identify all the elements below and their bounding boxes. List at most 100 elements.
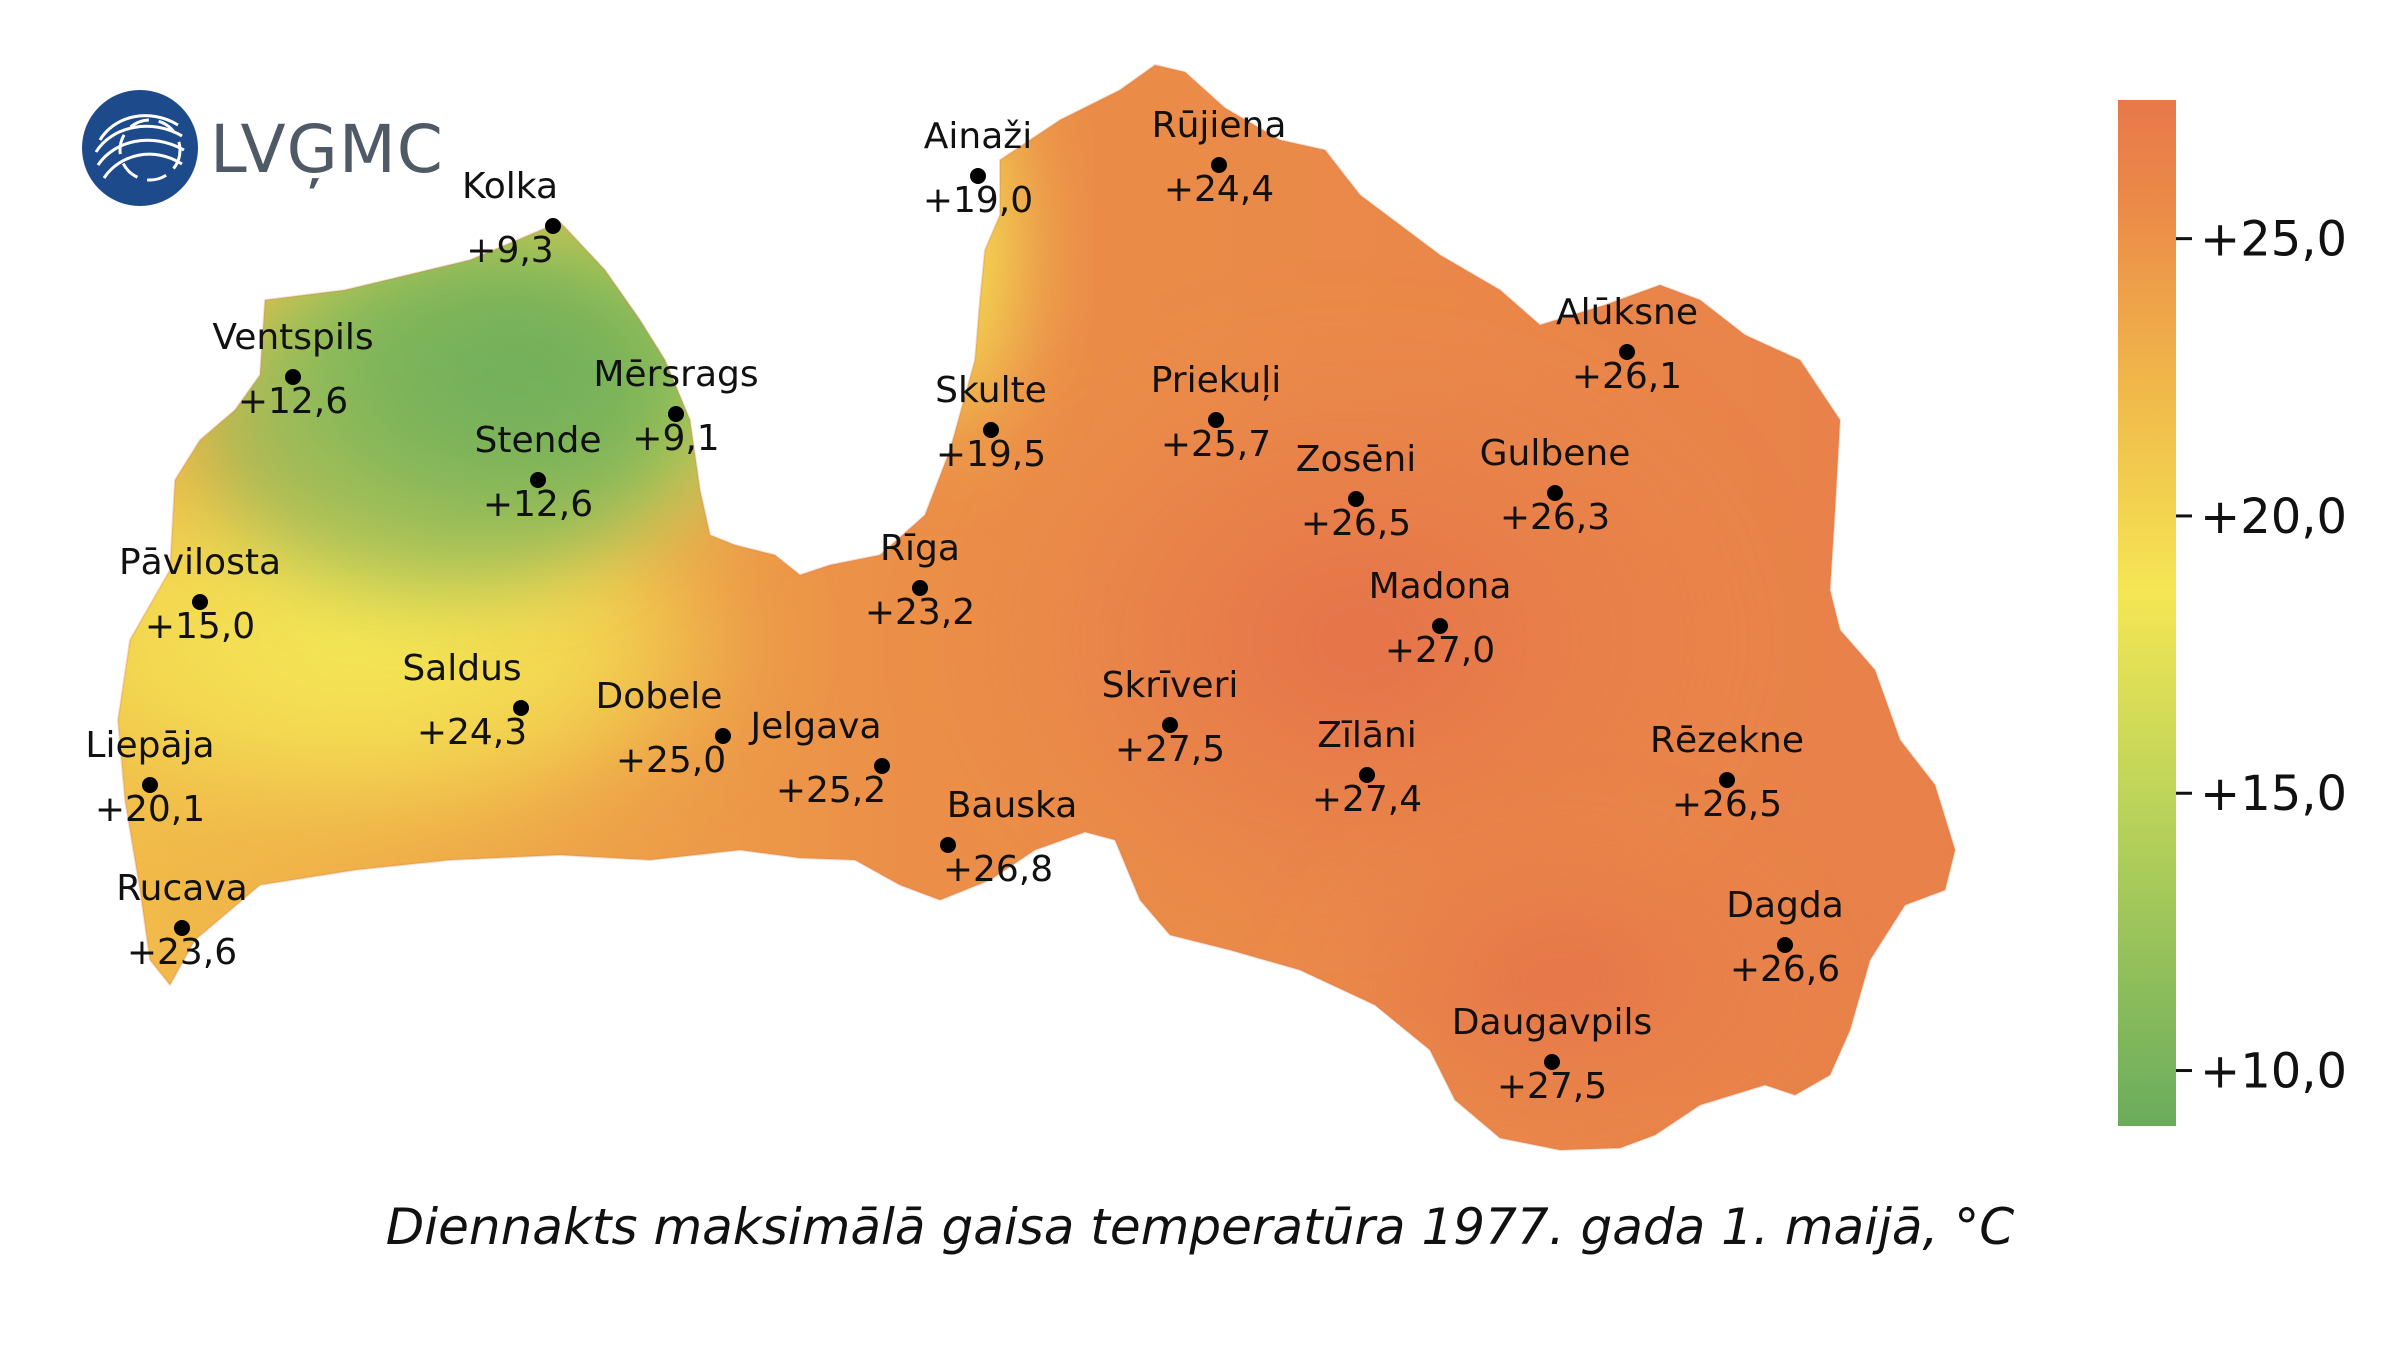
station-marker — [1619, 344, 1635, 360]
station-marker — [545, 218, 561, 234]
station-name: Gulbene — [1480, 433, 1631, 474]
station-name: Zosēni — [1296, 439, 1416, 480]
station-temperature: +24,3 — [417, 712, 527, 753]
station-temperature: +27,5 — [1115, 729, 1225, 770]
station-mersrags: Mērsrags +9,1 — [593, 354, 758, 459]
station-temperature: +9,3 — [466, 230, 553, 271]
station-dobele: Dobele +25,0 — [596, 676, 731, 781]
station-marker — [174, 920, 190, 936]
station-temperature: +20,1 — [95, 789, 205, 830]
legend-tick-label: +15,0 — [2200, 766, 2347, 822]
station-zilani: Zīlāni +27,4 — [1312, 715, 1422, 820]
station-temperature: +26,6 — [1730, 949, 1840, 990]
station-marker — [1211, 157, 1227, 173]
station-daugavpils: Daugavpils +27,5 — [1452, 1002, 1652, 1107]
station-bauska: Bauska +26,8 — [940, 785, 1077, 890]
station-temperature: +15,0 — [145, 606, 255, 647]
station-temperature: +26,8 — [943, 849, 1053, 890]
station-marker — [874, 758, 890, 774]
station-name: Bauska — [947, 785, 1078, 826]
station-name: Zīlāni — [1317, 715, 1417, 756]
station-temperature: +26,1 — [1572, 356, 1682, 397]
station-name: Alūksne — [1556, 292, 1698, 333]
station-name: Skulte — [935, 370, 1047, 411]
station-name: Daugavpils — [1452, 1002, 1652, 1043]
stations-layer: Kolka +9,3 Ventspils +12,6 Mērsrags +9,1 Stend… — [85, 105, 1843, 1107]
station-marker — [142, 777, 158, 793]
station-temperature: +25,2 — [776, 770, 886, 811]
station-temperature: +24,4 — [1164, 169, 1274, 210]
station-marker — [1432, 618, 1448, 634]
station-pavilosta: Pāvilosta +15,0 — [119, 542, 281, 647]
station-liepaja: Liepāja +20,1 — [85, 725, 214, 830]
legend: +25,0 +20,0 +15,0 +10,0 — [2118, 100, 2347, 1126]
logo-text: LVĢMC — [210, 111, 444, 188]
station-gulbene: Gulbene +26,3 — [1480, 433, 1631, 538]
station-name: Skrīveri — [1102, 665, 1239, 706]
lvgmc-globe-icon — [82, 90, 198, 206]
station-marker — [668, 406, 684, 422]
legend-colorbar — [2118, 100, 2176, 1126]
station-name: Jelgava — [748, 706, 881, 747]
station-name: Dagda — [1726, 885, 1844, 926]
legend-tick-label: +20,0 — [2200, 489, 2347, 545]
station-marker — [940, 837, 956, 853]
station-name: Rēzekne — [1650, 720, 1804, 761]
station-name: Rīga — [880, 528, 960, 569]
station-marker — [285, 369, 301, 385]
station-name: Ventspils — [212, 317, 373, 358]
station-marker — [715, 728, 731, 744]
station-temperature: +26,3 — [1500, 497, 1610, 538]
station-marker — [1544, 1054, 1560, 1070]
station-temperature: +12,6 — [238, 381, 348, 422]
station-name: Saldus — [402, 648, 521, 689]
station-name: Stende — [475, 420, 602, 461]
station-marker — [1777, 937, 1793, 953]
station-temperature: +27,4 — [1312, 779, 1422, 820]
station-marker — [513, 700, 529, 716]
station-marker — [192, 594, 208, 610]
station-marker — [970, 168, 986, 184]
station-zoseni: Zosēni +26,5 — [1296, 439, 1416, 544]
station-temperature: +27,0 — [1385, 630, 1495, 671]
station-marker — [1162, 717, 1178, 733]
station-temperature: +19,0 — [923, 180, 1033, 221]
map-caption: Diennakts maksimālā gaisa temperatūra 19… — [385, 1198, 2015, 1256]
station-temperature: +25,0 — [616, 740, 726, 781]
station-name: Ainaži — [924, 116, 1032, 157]
station-temperature: +23,2 — [865, 592, 975, 633]
station-marker — [983, 422, 999, 438]
legend-tick-label: +10,0 — [2200, 1044, 2347, 1100]
station-riga: Rīga +23,2 — [865, 528, 975, 633]
station-marker — [530, 472, 546, 488]
station-jelgava: Jelgava +25,2 — [748, 706, 890, 811]
station-marker — [912, 580, 928, 596]
station-marker — [1348, 491, 1364, 507]
station-temperature: +27,5 — [1497, 1066, 1607, 1107]
station-name: Priekuļi — [1151, 360, 1282, 401]
legend-ticks: +25,0 +20,0 +15,0 +10,0 — [2176, 212, 2347, 1100]
station-temperature: +26,5 — [1672, 784, 1782, 825]
station-marker — [1719, 772, 1735, 788]
station-rujiena: Rūjiena +24,4 — [1152, 105, 1287, 210]
station-temperature: +26,5 — [1301, 503, 1411, 544]
station-temperature: +23,6 — [127, 932, 237, 973]
station-name: Madona — [1369, 566, 1512, 607]
station-skulte: Skulte +19,5 — [935, 370, 1047, 475]
station-stende: Stende +12,6 — [475, 420, 602, 525]
station-temperature: +12,6 — [483, 484, 593, 525]
station-priekuli: Priekuļi +25,7 — [1151, 360, 1282, 465]
lvgmc-logo: LVĢMC — [82, 90, 444, 206]
station-kolka: Kolka +9,3 — [462, 166, 561, 271]
station-name: Dobele — [596, 676, 723, 717]
station-marker — [1208, 412, 1224, 428]
station-marker — [1547, 485, 1563, 501]
station-name: Mērsrags — [593, 354, 758, 395]
station-temperature: +9,1 — [632, 418, 719, 459]
station-name: Kolka — [462, 166, 558, 207]
station-name: Pāvilosta — [119, 542, 281, 583]
station-dagda: Dagda +26,6 — [1726, 885, 1844, 990]
station-name: Rucava — [116, 868, 247, 909]
station-name: Rūjiena — [1152, 105, 1287, 146]
